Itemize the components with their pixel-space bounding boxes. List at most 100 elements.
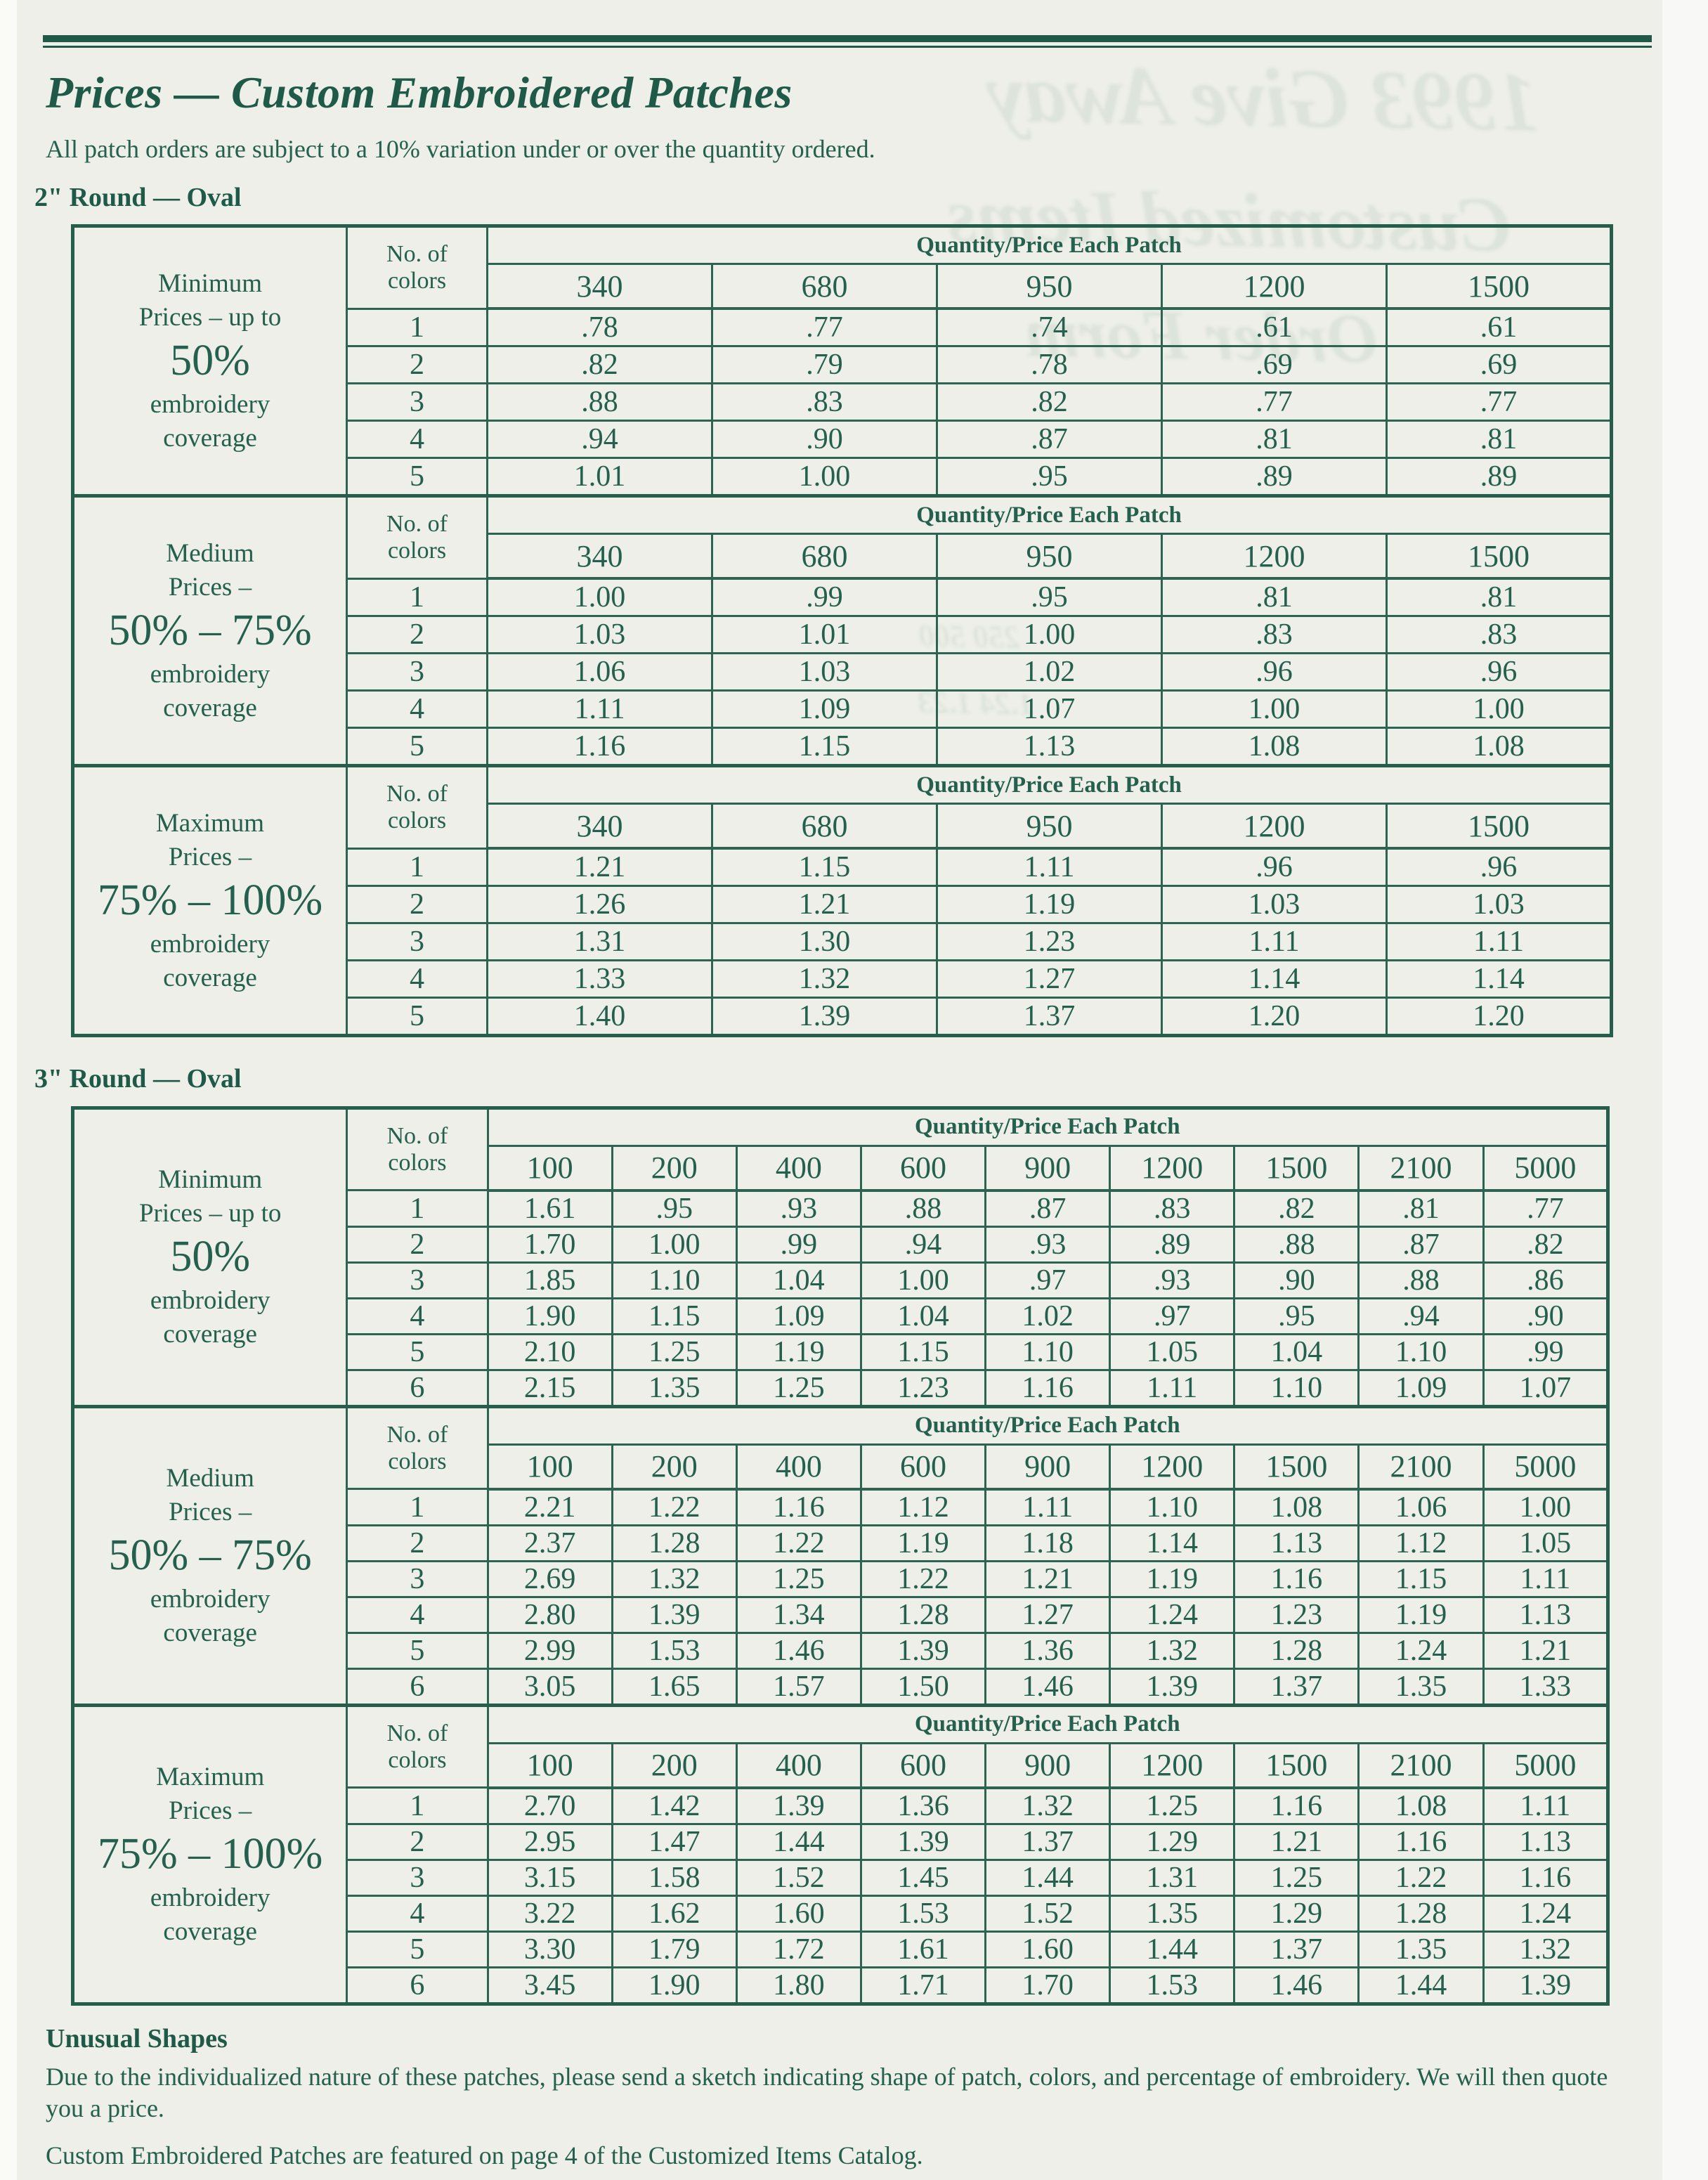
price-cell: 1.15 — [1357, 1559, 1485, 1598]
price-cell: 1.35 — [1357, 1930, 1485, 1968]
price-cell: .82 — [1482, 1225, 1610, 1264]
price-cell: .96 — [1385, 652, 1613, 692]
price-cell: 1.53 — [611, 1631, 738, 1670]
price-row: 2.82.79.78.69.69 — [73, 345, 1613, 385]
price-row: 6 3.05 1.65 1.57 1.50 1.46 1.39 1.37 1.35 1.33 — [73, 1667, 1610, 1706]
quantity-header-cell: 340 — [486, 533, 713, 580]
price-cell: 1.04 — [859, 1297, 987, 1335]
price-cell: 1.52 — [735, 1858, 862, 1897]
price-cell: 1.32 — [611, 1559, 738, 1598]
table-row: Maximum Prices – 75% – 100% embroidery cover… — [72, 765, 1613, 1037]
price-cell: 1.07 — [1482, 1368, 1610, 1408]
price-cell: 1.13 — [936, 727, 1163, 767]
colors-count-cell: 5 — [346, 727, 488, 767]
colors-count-cell: 2 — [346, 345, 488, 385]
price-row: 3.88.83.82.77.77 — [73, 382, 1613, 422]
price-row: 3 3.15 1.58 1.52 1.45 1.44 1.31 1.25 1.22 1.16 — [73, 1858, 1610, 1897]
quantity-header-cell: 340 — [486, 263, 713, 311]
price-cell: 1.00 — [936, 615, 1163, 655]
quantity-header-row: 100 200 400 600 900 1200 1500 2100 5000 — [73, 1443, 1610, 1491]
colors-count-cell: 1 — [346, 1488, 489, 1526]
price-cell: 1.60 — [984, 1930, 1111, 1968]
colors-count-cell: 1 — [346, 1786, 489, 1825]
price-cell: 1.16 — [486, 727, 713, 767]
price-cell: 1.61 — [486, 1189, 613, 1228]
price-cell: .82 — [936, 382, 1163, 422]
price-cell: .61 — [1161, 307, 1388, 348]
price-cell: 1.45 — [859, 1858, 987, 1897]
price-cell: .87 — [984, 1189, 1111, 1228]
price-cell: 2.70 — [486, 1786, 613, 1825]
price-cell: .88 — [1233, 1225, 1360, 1264]
price-cell: 1.08 — [1161, 727, 1388, 767]
no-of-colors-header-line: colors — [388, 1448, 447, 1474]
price-cell: .61 — [1385, 307, 1613, 348]
coverage-label-line: embroidery — [150, 659, 270, 689]
price-cell: 1.31 — [486, 922, 713, 962]
colors-count-cell: 3 — [346, 1261, 489, 1299]
table-row: Minimum Prices – up to 50% embroidery covera… — [71, 1106, 1609, 1408]
quantity-header-cell: 200 — [611, 1741, 738, 1789]
colors-count-cell: 6 — [346, 1966, 489, 2005]
price-cell: .77 — [1482, 1189, 1610, 1228]
coverage-label-line: embroidery — [150, 929, 270, 959]
quantity-header-cell: 5000 — [1482, 1144, 1610, 1192]
price-cell: 1.44 — [1109, 1930, 1236, 1968]
price-cell: 1.28 — [1233, 1631, 1360, 1670]
price-cell: 1.11 — [1109, 1368, 1236, 1408]
price-row: 2 2.37 1.28 1.22 1.19 1.18 1.14 1.13 1.12 1.05 — [73, 1524, 1610, 1562]
price-cell: 2.10 — [486, 1332, 613, 1371]
price-cell: 1.21 — [711, 885, 938, 925]
colors-count-cell: 6 — [346, 1667, 489, 1706]
price-cell: 1.23 — [859, 1368, 987, 1408]
price-cell: 1.10 — [611, 1261, 738, 1299]
price-cell: 1.24 — [1357, 1631, 1485, 1670]
price-row: 5 2.10 1.25 1.19 1.15 1.10 1.05 1.04 1.10.99 — [73, 1332, 1610, 1371]
price-cell: 1.15 — [859, 1332, 987, 1371]
price-cell: 1.35 — [611, 1368, 738, 1408]
price-cell: .95 — [611, 1189, 738, 1228]
quantity-header-row: 100 200 400 600 900 1200 1500 2100 5000 — [73, 1741, 1610, 1789]
price-cell: 1.25 — [735, 1559, 862, 1598]
coverage-label-line: Medium — [166, 539, 254, 569]
quantity-header-cell: 1500 — [1385, 803, 1613, 850]
price-cell: 1.37 — [1233, 1667, 1360, 1706]
price-cell: 1.10 — [1357, 1332, 1485, 1371]
price-cell: .87 — [936, 420, 1163, 460]
price-cell: 1.71 — [859, 1966, 987, 2005]
price-cell: 2.95 — [486, 1822, 613, 1861]
colors-count-cell: 1 — [346, 1189, 489, 1228]
colors-count-cell: 3 — [346, 382, 488, 422]
coverage-label-line: Maximum — [156, 1763, 265, 1792]
price-cell: 1.10 — [984, 1332, 1111, 1371]
coverage-label-line: Minimum — [158, 1165, 263, 1195]
price-cell: 1.80 — [735, 1966, 862, 2005]
price-cell: 1.39 — [1482, 1966, 1610, 2005]
price-cell: 1.19 — [1357, 1595, 1485, 1634]
quantity-header-cell: 1500 — [1233, 1741, 1360, 1789]
price-cell: .88 — [859, 1189, 987, 1228]
price-cell: 1.11 — [936, 847, 1163, 888]
price-cell: 1.79 — [611, 1930, 738, 1968]
price-row: 5 3.30 1.79 1.72 1.61 1.60 1.44 1.37 1.35 1.32 — [73, 1930, 1610, 1968]
price-cell: 1.25 — [611, 1332, 738, 1371]
colors-count-cell: 5 — [346, 1631, 489, 1670]
price-cell: 1.53 — [859, 1894, 987, 1933]
price-row: 3 1.31 1.30 1.23 1.11 1.11 — [73, 922, 1613, 962]
price-cell: 1.11 — [1482, 1786, 1610, 1825]
quantity-price-banner: Quantity/Price Each Patch — [486, 1405, 1609, 1446]
coverage-label: Minimum Prices – up to 50% embroidery covera… — [72, 225, 348, 498]
price-cell: 1.27 — [984, 1595, 1111, 1634]
price-cell: 1.04 — [1233, 1332, 1360, 1371]
price-cell: .94 — [859, 1225, 987, 1264]
price-row: 1 2.70 1.42 1.39 1.36 1.32 1.25 1.16 1.08 1.11 — [73, 1786, 1610, 1825]
price-table: Maximum Prices – 75% – 100% embroidery cover… — [71, 764, 1614, 1038]
colors-count-cell: 4 — [346, 959, 488, 999]
price-cell: .89 — [1109, 1225, 1236, 1264]
price-cell: .82 — [486, 345, 713, 385]
price-cell: 1.47 — [611, 1822, 738, 1861]
price-cell: .82 — [1233, 1189, 1360, 1228]
price-cell: 1.16 — [735, 1488, 862, 1526]
price-cell: 1.70 — [984, 1966, 1111, 2005]
